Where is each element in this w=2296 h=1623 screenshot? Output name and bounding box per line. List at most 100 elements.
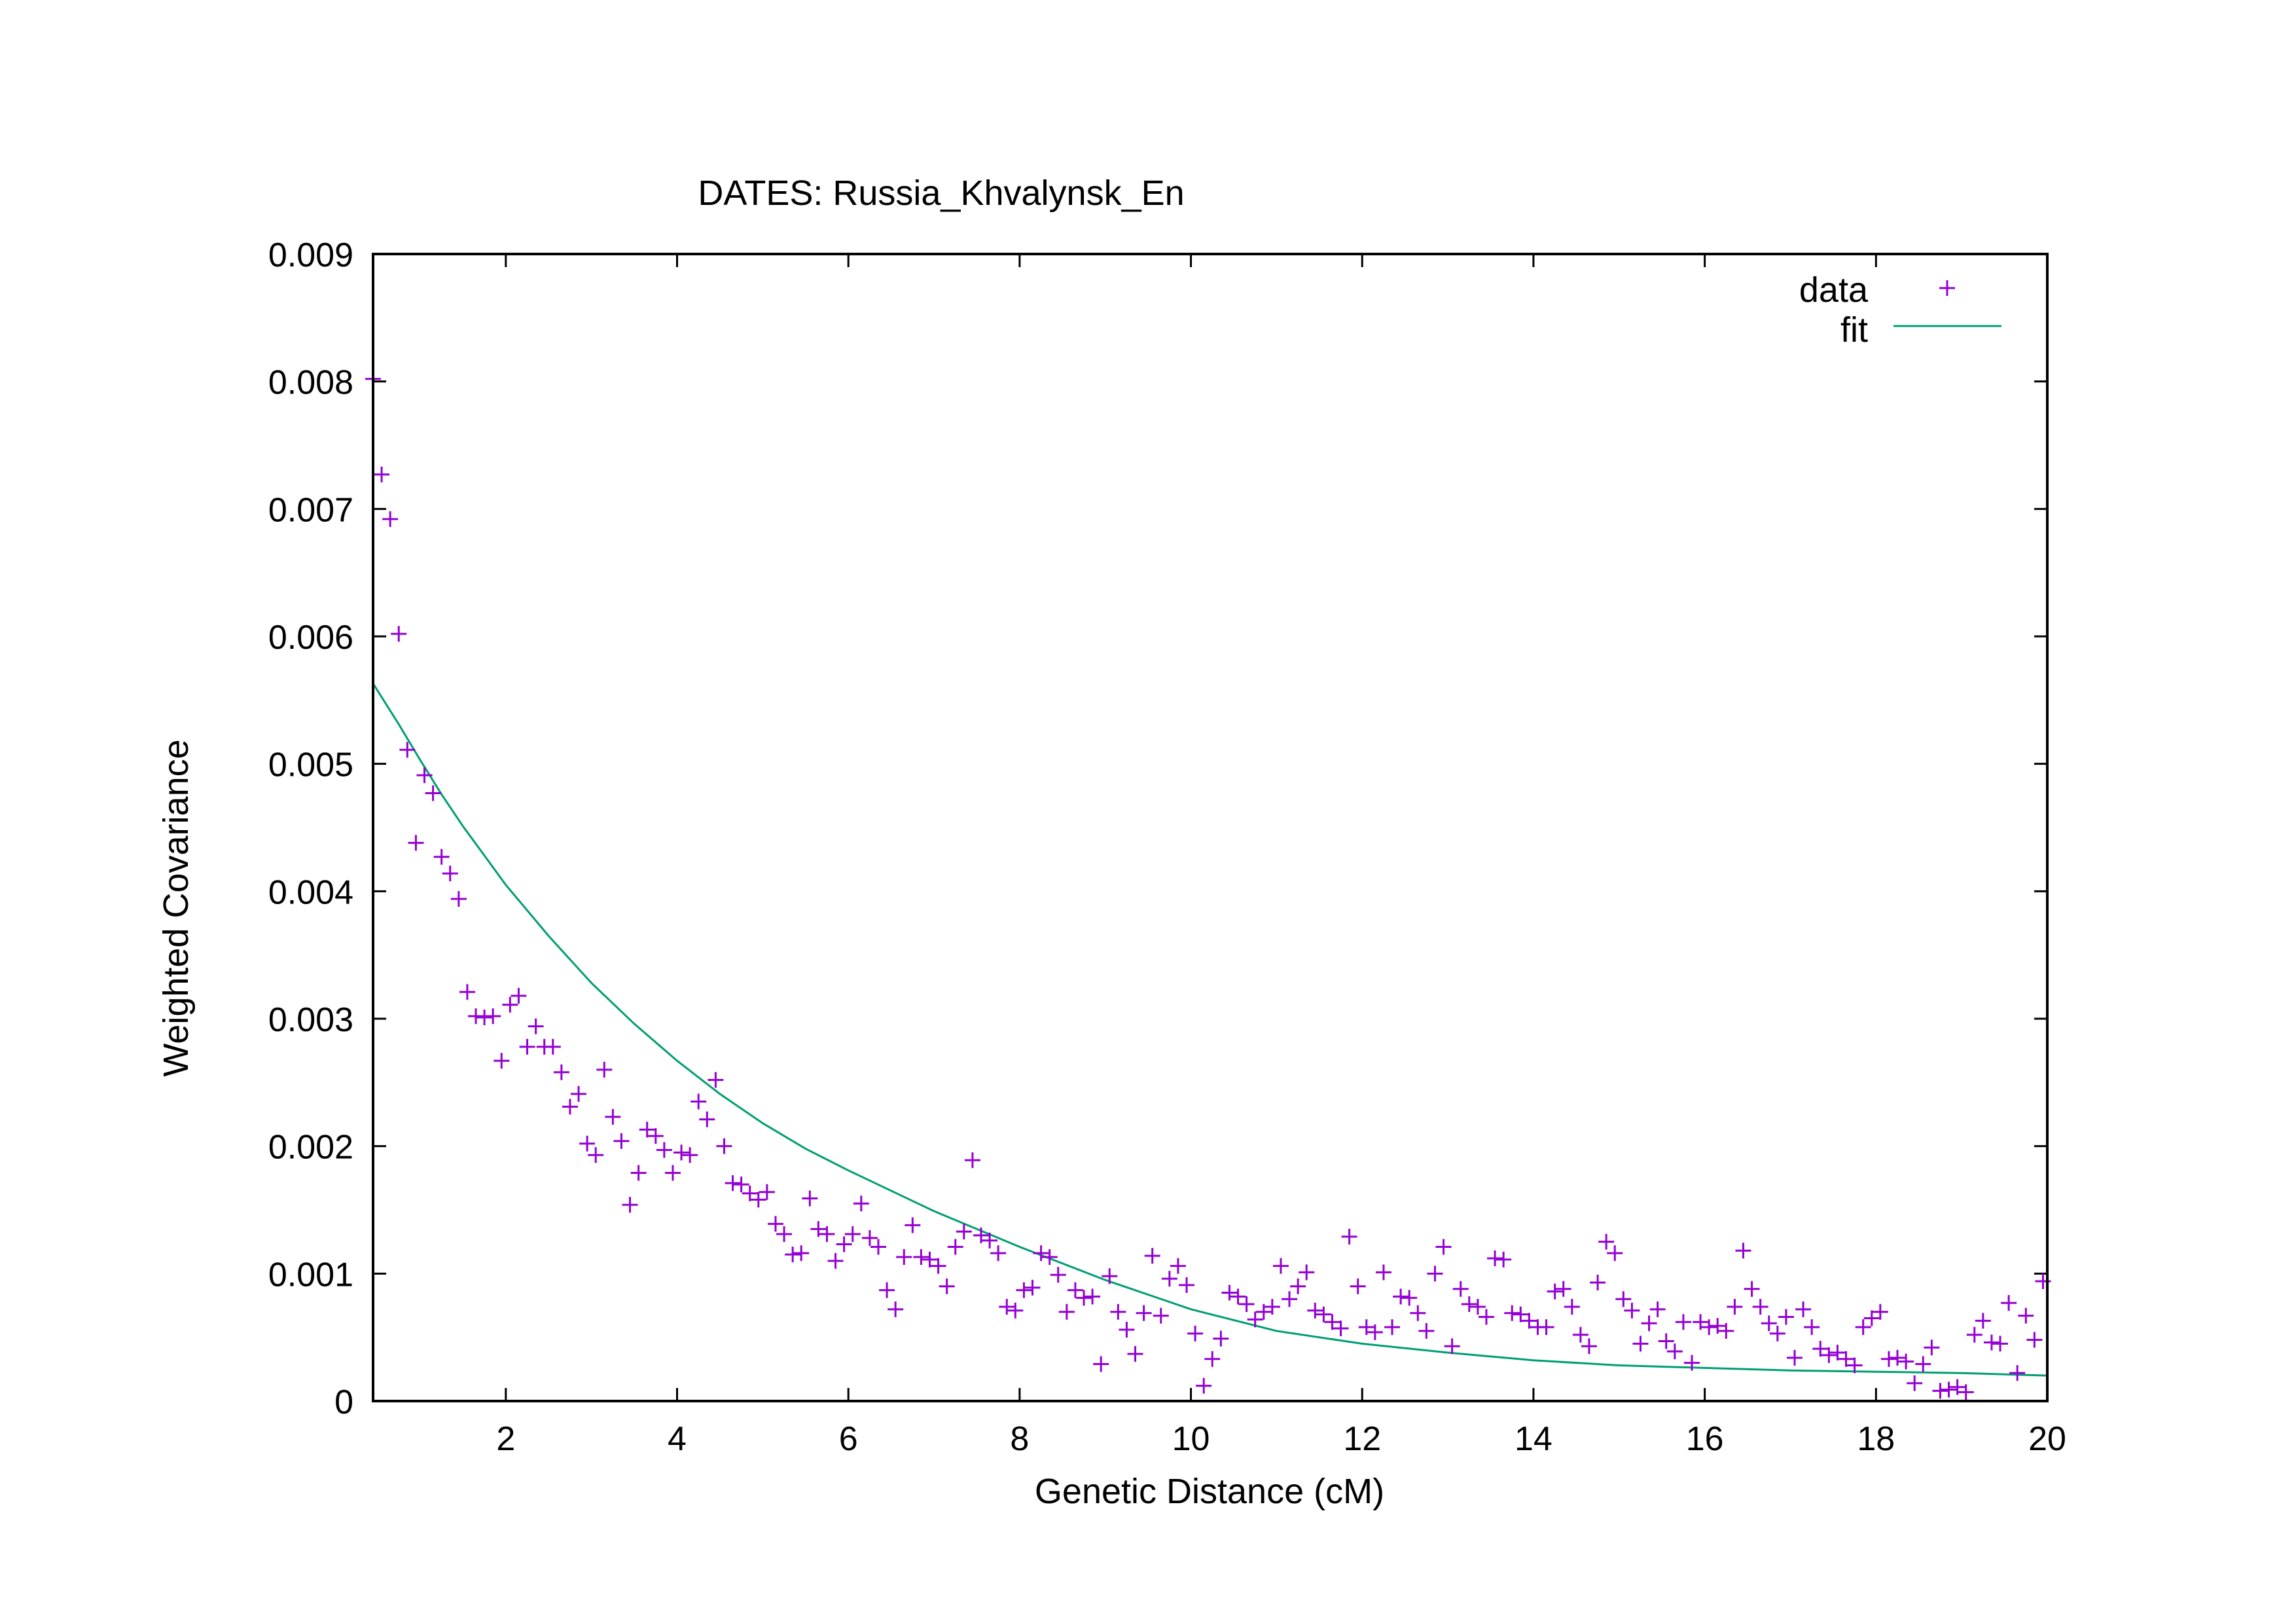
data-point xyxy=(511,987,527,1004)
data-point xyxy=(1247,1311,1263,1328)
data-point xyxy=(844,1226,861,1242)
data-point xyxy=(1666,1343,1683,1360)
data-point xyxy=(1058,1304,1075,1320)
data-point xyxy=(630,1165,647,1181)
data-point xyxy=(416,767,433,784)
x-tick-label: 10 xyxy=(1172,1420,1210,1458)
y-tick-label: 0.006 xyxy=(268,619,353,657)
data-point xyxy=(528,1018,544,1034)
data-point xyxy=(1238,1296,1255,1313)
data-point xyxy=(999,1298,1015,1315)
data-point xyxy=(879,1282,895,1298)
data-point xyxy=(1196,1377,1212,1394)
data-point xyxy=(1787,1349,1803,1366)
data-point xyxy=(1761,1315,1777,1332)
data-point xyxy=(1915,1356,1931,1372)
data-point xyxy=(1769,1325,1785,1341)
data-point xyxy=(1016,1282,1032,1298)
legend: data fit xyxy=(1799,270,2001,350)
data-point xyxy=(759,1184,775,1200)
data-point xyxy=(1444,1338,1460,1355)
data-point xyxy=(1393,1288,1409,1305)
data-point xyxy=(664,1165,681,1181)
data-point xyxy=(588,1147,604,1163)
data-point xyxy=(493,1053,510,1069)
y-axis-ticks: 0 0.001 0.002 0.003 0.004 0.005 0.006 0.007 0.00… xyxy=(268,236,2047,1421)
data-point xyxy=(1564,1298,1580,1315)
data-point xyxy=(1941,1381,1957,1398)
data-point xyxy=(1427,1266,1443,1282)
data-point xyxy=(964,1152,980,1169)
data-point xyxy=(896,1249,912,1266)
data-point xyxy=(1932,1383,1948,1399)
data-point xyxy=(1890,1349,1906,1366)
data-point xyxy=(1307,1302,1323,1319)
data-point xyxy=(793,1245,810,1262)
data-point xyxy=(2018,1307,2034,1324)
data-point xyxy=(1632,1336,1649,1352)
data-point xyxy=(1204,1351,1221,1367)
data-point xyxy=(913,1249,929,1266)
data-point xyxy=(1255,1304,1272,1320)
data-point xyxy=(1187,1325,1204,1341)
data-point xyxy=(1710,1318,1726,1334)
data-point xyxy=(1615,1291,1632,1307)
data-point xyxy=(408,835,424,851)
data-point xyxy=(1341,1228,1357,1245)
data-point xyxy=(699,1111,715,1127)
data-point xyxy=(1469,1298,1486,1315)
data-point xyxy=(982,1232,998,1249)
data-point xyxy=(1949,1379,1965,1395)
plot-area xyxy=(365,371,2051,1400)
chart-title: DATES: Russia_Khvalynsk_En xyxy=(698,173,1184,213)
data-point xyxy=(656,1142,672,1158)
data-point xyxy=(733,1176,749,1193)
data-point xyxy=(888,1301,904,1317)
data-point xyxy=(391,626,407,642)
data-point xyxy=(1110,1304,1126,1320)
data-point xyxy=(1136,1305,1152,1321)
data-point xyxy=(485,1008,501,1025)
y-tick-label: 0 xyxy=(334,1383,353,1421)
data-point xyxy=(1624,1302,1640,1319)
data-point xyxy=(442,866,458,882)
data-point xyxy=(1641,1315,1657,1332)
x-tick-label: 20 xyxy=(2028,1420,2066,1458)
data-point xyxy=(622,1197,638,1213)
x-tick-label: 2 xyxy=(496,1420,515,1458)
legend-label-fit: fit xyxy=(1840,310,1868,350)
data-point xyxy=(1555,1281,1571,1297)
data-point xyxy=(767,1216,783,1232)
data-point xyxy=(545,1038,561,1055)
data-point xyxy=(1693,1314,1709,1330)
data-point xyxy=(810,1221,827,1237)
y-tick-label: 0.007 xyxy=(268,491,353,529)
legend-label-data: data xyxy=(1799,270,1869,310)
data-point xyxy=(1282,1291,1298,1307)
data-point xyxy=(1778,1309,1794,1325)
data-point xyxy=(519,1038,535,1055)
data-point xyxy=(1478,1309,1494,1325)
data-point xyxy=(1487,1250,1503,1266)
data-point xyxy=(853,1195,869,1212)
data-point xyxy=(1547,1283,1563,1300)
data-point xyxy=(1607,1245,1623,1262)
data-point xyxy=(1983,1334,2000,1351)
data-point xyxy=(1350,1278,1366,1294)
data-point xyxy=(1572,1326,1588,1343)
data-point xyxy=(1975,1313,1991,1329)
data-point xyxy=(1898,1353,1914,1370)
data-point xyxy=(1367,1324,1383,1340)
data-point xyxy=(1504,1305,1520,1321)
data-point xyxy=(1127,1345,1143,1362)
data-point xyxy=(1855,1319,1871,1336)
data-point xyxy=(1299,1264,1315,1281)
data-point xyxy=(553,1064,569,1080)
data-point xyxy=(1213,1330,1229,1347)
data-point xyxy=(1418,1322,1435,1339)
y-tick-label: 0.008 xyxy=(268,364,353,402)
legend-marker-data xyxy=(1939,280,1955,296)
y-tick-label: 0.001 xyxy=(268,1256,353,1294)
